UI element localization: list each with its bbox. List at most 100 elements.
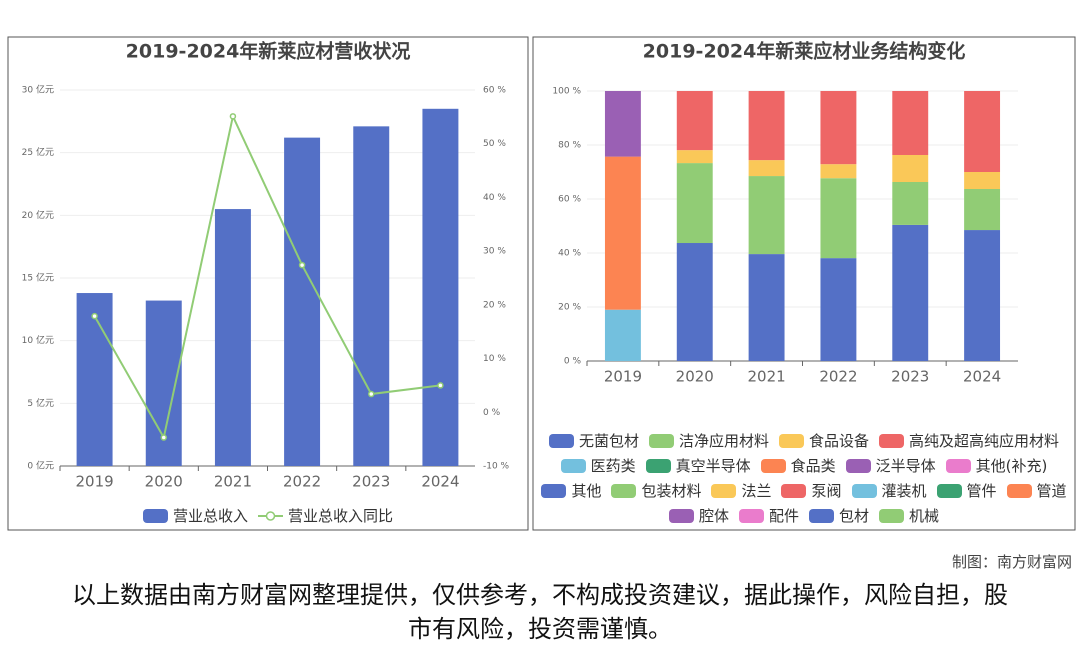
bar	[284, 137, 321, 467]
bar-segment	[964, 189, 1001, 231]
legend-label: 无菌包材	[578, 432, 639, 450]
x-tick-label: 2019	[604, 368, 642, 386]
legend-item: 泛半导体	[845, 455, 936, 476]
y-tick-label: 30 亿元	[22, 84, 54, 96]
legend-swatch	[879, 433, 905, 448]
y-tick-label: 60 %	[558, 195, 581, 205]
legend-item: 食品设备	[779, 430, 869, 451]
y2-tick-label: 40 %	[483, 193, 506, 203]
legend-swatch	[711, 483, 737, 498]
legend-item: 营业总收入	[142, 505, 248, 526]
legend-swatch	[936, 483, 962, 498]
legend-label: 法兰	[741, 482, 772, 500]
bar	[422, 108, 459, 467]
legend-label: 包材	[839, 507, 870, 525]
legend-label: 高纯及超高纯应用材料	[909, 432, 1060, 450]
legend-swatch	[548, 433, 574, 448]
legend-item: 法兰	[711, 480, 771, 501]
y-tick-label: 20 %	[558, 303, 581, 313]
legend-item: 医药类	[560, 455, 636, 476]
x-tick-label: 2021	[214, 473, 252, 491]
legend-label: 其他(补充)	[975, 457, 1048, 475]
legend-swatch	[809, 508, 834, 523]
legend-swatch	[648, 433, 674, 448]
bar-segment	[748, 91, 785, 161]
legend-label: 机械	[909, 507, 940, 525]
legend-label: 医药类	[590, 457, 636, 475]
legend-swatch	[1006, 483, 1032, 498]
legend-swatch	[541, 483, 567, 498]
bar-segment	[604, 156, 641, 310]
legend-item: 配件	[738, 505, 799, 526]
legend-item: 食品类	[760, 455, 836, 476]
legend-label: 管件	[966, 482, 997, 500]
chart-title: 2019-2024年新莱应材营收状况	[126, 40, 411, 63]
y-tick-label: 0 %	[564, 357, 582, 367]
x-tick-label: 2023	[352, 473, 390, 491]
legend-label: 其他	[571, 482, 602, 500]
legend-label: 管道	[1036, 482, 1067, 500]
legend-item: 灌装机	[851, 480, 927, 501]
bar-segment	[604, 91, 641, 157]
y2-tick-label: 50 %	[483, 139, 506, 149]
y-tick-label: 80 %	[558, 141, 581, 151]
bar-segment	[820, 178, 857, 259]
x-tick-label: 2022	[819, 368, 857, 386]
legend-label: 泛半导体	[875, 457, 936, 475]
point	[298, 261, 306, 269]
y-tick-label: 20 亿元	[22, 209, 54, 221]
legend-item: 泵阀	[781, 480, 842, 501]
bar	[76, 293, 113, 466]
y2-tick-label: 0 %	[483, 408, 501, 418]
bar	[353, 126, 390, 466]
chart-title: 2019-2024年新莱应材业务结构变化	[643, 40, 966, 63]
legend-item: 其他(补充)	[945, 455, 1048, 476]
bar-segment	[892, 154, 929, 182]
line	[93, 113, 441, 441]
legend-swatch	[781, 483, 807, 498]
y-tick-label: 10 亿元	[22, 334, 54, 346]
legend-item: 腔体	[668, 505, 729, 526]
point	[160, 434, 167, 441]
panel-border	[7, 36, 529, 531]
bar-segment	[964, 172, 1001, 190]
legend-item: 管件	[936, 480, 997, 501]
bar-segment	[892, 224, 929, 361]
point	[91, 312, 98, 320]
bar-segment	[604, 309, 641, 361]
bar-segment	[964, 230, 1001, 361]
y-tick-label: 25 亿元	[22, 146, 54, 158]
legend-label: 洁净应用材料	[678, 432, 769, 450]
bar-segment	[748, 176, 785, 255]
legend-label: 泵阀	[811, 482, 842, 500]
point	[368, 390, 375, 398]
x-tick-label: 2024	[421, 473, 459, 491]
x-tick-label: 2022	[283, 473, 321, 491]
x-tick-label: 2024	[963, 368, 1001, 386]
legend-label: 灌装机	[881, 482, 927, 500]
legend: 营业总收入 营业总收入同比	[10, 505, 526, 526]
y-tick-label: 0 亿元	[27, 460, 54, 472]
bar-segment	[892, 91, 929, 155]
legend-label: 包装材料	[641, 482, 702, 500]
legend-swatch	[945, 458, 971, 473]
legend-label: 真空半导体	[675, 457, 751, 475]
disclaimer: 以上数据由南方财富网整理提供，仅供参考，不构成投资建议，据此操作，风险自担，股市…	[72, 581, 1008, 643]
legend-item: 洁净应用材料	[648, 430, 769, 451]
legend-label: 营业总收入	[172, 507, 248, 525]
point	[437, 382, 444, 389]
bar-segment	[820, 91, 857, 165]
legend-label: 食品设备	[809, 432, 870, 450]
panel-border	[532, 36, 1076, 531]
legend-item: 管道	[1006, 480, 1067, 501]
legend: 无菌包材 洁净应用材料 食品设备 高纯及超高纯应用材料 医药类 真空半导体 食品类 泛半导体其…	[536, 430, 1072, 526]
legend-swatch	[760, 458, 786, 473]
bar-segment	[748, 160, 785, 177]
legend-item: 无菌包材	[548, 430, 639, 451]
legend-swatch	[560, 458, 586, 473]
legend-swatch	[645, 458, 671, 473]
legend-item: 包材	[809, 505, 869, 526]
bar-segment	[892, 181, 929, 225]
